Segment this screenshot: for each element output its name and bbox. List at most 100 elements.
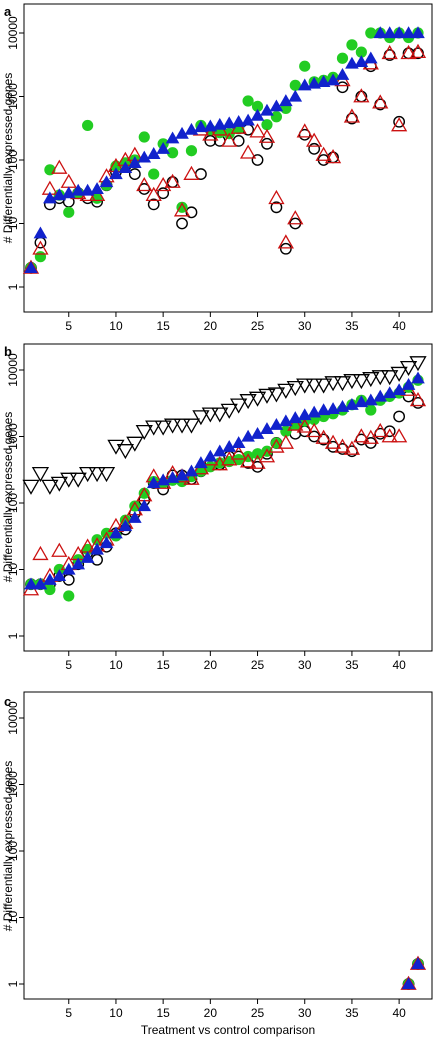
x-tick-label: 30 (298, 1006, 312, 1020)
green-dot-point (251, 100, 264, 112)
blue-triangle-point (269, 417, 284, 430)
blue-triangle-point (411, 371, 425, 384)
blue-triangle-point (364, 393, 378, 406)
red-triangle-point (268, 189, 285, 205)
green-dot-point (185, 145, 198, 157)
down-triangle-point (60, 472, 78, 488)
down-triangle-point (31, 466, 50, 483)
blue-triangle-point (99, 175, 114, 188)
down-triangle-point (352, 374, 370, 390)
green-dot-point (44, 583, 56, 596)
blue-triangle-point (194, 456, 208, 469)
red-triangle-point (306, 132, 323, 147)
red-triangle-point (249, 123, 266, 138)
open-circle-point (128, 168, 141, 180)
panel-a: a 1 10 100 1000 10000 5 10 15 20 25 30 35 40 (4, 3, 433, 333)
down-triangle-point (135, 424, 153, 441)
green-dot-point (138, 131, 150, 143)
panel-c-frame (23, 691, 433, 1000)
blue-triangle-point (109, 526, 123, 539)
blue-triangle-point (288, 89, 303, 102)
open-circle-point (308, 142, 321, 155)
blue-triangle-point (33, 226, 48, 239)
down-triangle-point (267, 387, 286, 403)
red-triangle-point (136, 176, 153, 192)
blue-triangle-point (146, 147, 161, 159)
blue-triangle-point (118, 161, 133, 174)
down-triangle-point (145, 420, 163, 436)
open-circle-point (138, 183, 151, 195)
down-triangle-point (154, 420, 172, 436)
green-dot-point (34, 251, 47, 263)
down-triangle-point (116, 444, 135, 460)
blue-triangle-point (90, 182, 104, 195)
green-dot-point (365, 404, 377, 416)
panel-b-letter: b (4, 344, 12, 359)
y-tick-label: 10 (6, 563, 20, 577)
down-triangle-point (69, 472, 87, 488)
down-triangle-point (248, 391, 267, 407)
down-triangle-point (239, 394, 257, 410)
x-tick-label: 25 (251, 658, 265, 672)
panel-c-x-axis: 5 10 15 20 25 30 35 40 (65, 999, 406, 1020)
x-tick-label: 35 (345, 1006, 359, 1020)
green-dot-point (129, 500, 141, 512)
red-triangle-point (183, 470, 200, 485)
red-triangle-point (381, 428, 398, 443)
y-tick-label: 100 (6, 150, 20, 170)
down-triangle-point (50, 476, 68, 492)
open-circle-point (279, 242, 292, 255)
panel-b-y-axis: 1 10 100 1000 10000 (6, 353, 24, 639)
panel-b-marks (22, 356, 427, 602)
x-tick-label: 5 (65, 1006, 72, 1020)
blue-triangle-point (203, 119, 218, 132)
red-triangle-point (221, 132, 238, 147)
x-tick-label: 20 (204, 1006, 218, 1020)
down-triangle-point (324, 376, 342, 392)
blue-triangle-point (128, 156, 142, 169)
series-blue-triangle (401, 957, 425, 990)
down-triangle-point (201, 407, 219, 423)
blue-triangle-point (364, 51, 378, 64)
green-dot-point (270, 111, 283, 123)
blue-triangle-point (99, 536, 114, 549)
x-tick-label: 5 (65, 319, 72, 333)
blue-triangle-point (175, 126, 189, 139)
panel-c-y-axis: 1 10 100 1000 10000 (6, 701, 24, 987)
open-circle-point (147, 198, 160, 211)
x-tick-label: 20 (204, 319, 218, 333)
x-tick-label: 10 (109, 1006, 123, 1020)
red-triangle-point (315, 146, 332, 161)
green-dot-point (63, 206, 75, 218)
green-dot-point (336, 52, 349, 64)
down-triangle-point (286, 380, 304, 397)
blue-triangle-point (24, 261, 38, 273)
red-triangle-point (22, 259, 40, 274)
blue-triangle-point (222, 440, 237, 452)
y-tick-label: 10000 (6, 16, 20, 50)
blue-triangle-point (382, 26, 397, 39)
x-tick-label: 10 (109, 319, 123, 333)
green-dot-point (346, 39, 358, 51)
panel-c-marks (400, 955, 427, 990)
series-blue-triangle (24, 371, 425, 590)
red-triangle-point (32, 240, 49, 255)
open-circle-point (270, 201, 283, 214)
green-dot-point (365, 27, 377, 39)
panel-a-marks (22, 26, 427, 274)
panel-a-x-axis: 5 10 15 20 25 30 35 40 (65, 312, 406, 333)
blue-triangle-point (401, 26, 416, 39)
blue-triangle-point (52, 569, 67, 582)
blue-triangle-point (109, 167, 123, 180)
down-triangle-point (163, 418, 182, 434)
down-triangle-point (192, 410, 210, 426)
open-circle-point (185, 206, 198, 219)
down-triangle-point (182, 418, 201, 434)
open-circle-point (91, 553, 103, 566)
green-dot-point (251, 448, 264, 460)
x-tick-label: 30 (298, 658, 312, 672)
x-tick-label: 5 (65, 658, 72, 672)
green-dot-point (214, 457, 226, 469)
down-triangle-point (390, 366, 408, 382)
blue-triangle-point (260, 422, 274, 435)
